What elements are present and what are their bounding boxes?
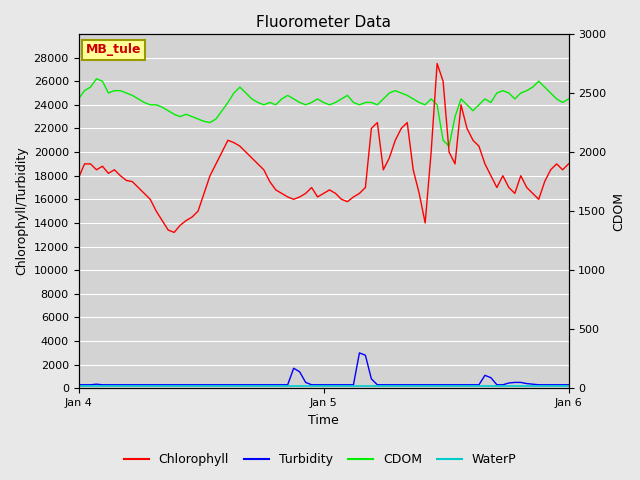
Title: Fluorometer Data: Fluorometer Data bbox=[256, 15, 391, 30]
Y-axis label: Chlorophyll/Turbidity: Chlorophyll/Turbidity bbox=[15, 147, 28, 276]
Turbidity bbox=[356, 350, 364, 356]
CDOM bbox=[75, 96, 83, 102]
Line: CDOM: CDOM bbox=[79, 79, 568, 146]
Y-axis label: CDOM: CDOM bbox=[612, 192, 625, 230]
WaterP bbox=[457, 383, 465, 389]
Chlorophyll bbox=[433, 60, 441, 66]
CDOM bbox=[445, 144, 453, 149]
Turbidity bbox=[176, 382, 184, 388]
WaterP bbox=[176, 383, 184, 389]
Legend: Chlorophyll, Turbidity, CDOM, WaterP: Chlorophyll, Turbidity, CDOM, WaterP bbox=[118, 448, 522, 471]
Chlorophyll bbox=[75, 175, 83, 181]
Chlorophyll bbox=[170, 229, 178, 235]
X-axis label: Time: Time bbox=[308, 414, 339, 427]
Turbidity bbox=[433, 382, 441, 388]
Line: Chlorophyll: Chlorophyll bbox=[79, 63, 568, 232]
WaterP bbox=[147, 383, 154, 389]
CDOM bbox=[152, 102, 160, 108]
WaterP bbox=[104, 383, 112, 389]
CDOM bbox=[111, 88, 118, 94]
Chlorophyll bbox=[147, 196, 154, 202]
Turbidity bbox=[75, 382, 83, 388]
Chlorophyll bbox=[469, 137, 477, 143]
Turbidity bbox=[564, 382, 572, 388]
Turbidity bbox=[374, 382, 381, 388]
Turbidity bbox=[463, 382, 471, 388]
WaterP bbox=[367, 383, 375, 389]
WaterP bbox=[428, 383, 435, 389]
Chlorophyll bbox=[439, 78, 447, 84]
Line: Turbidity: Turbidity bbox=[79, 353, 568, 385]
Chlorophyll bbox=[104, 170, 112, 176]
Chlorophyll bbox=[182, 218, 190, 224]
Chlorophyll bbox=[564, 161, 572, 167]
Chlorophyll bbox=[374, 120, 381, 125]
CDOM bbox=[93, 76, 100, 82]
CDOM bbox=[374, 102, 381, 108]
CDOM bbox=[182, 111, 190, 117]
CDOM bbox=[469, 108, 477, 114]
Text: MB_tule: MB_tule bbox=[86, 43, 141, 57]
CDOM bbox=[564, 96, 572, 102]
Turbidity bbox=[147, 382, 154, 388]
WaterP bbox=[75, 383, 83, 389]
WaterP bbox=[564, 383, 572, 389]
CDOM bbox=[433, 102, 441, 108]
Turbidity bbox=[104, 382, 112, 388]
